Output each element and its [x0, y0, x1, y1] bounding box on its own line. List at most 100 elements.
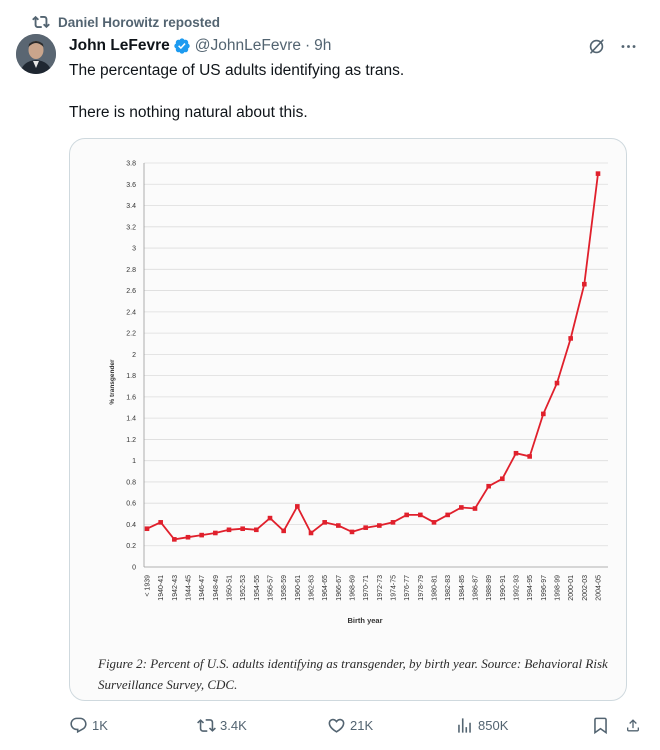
- data-point: [472, 506, 478, 511]
- post-top-actions: [586, 36, 638, 56]
- data-point: [418, 512, 423, 518]
- data-point: [404, 512, 409, 518]
- post-media-image[interactable]: 0 0.2 0.4 0.6 0.8 1 1.2 1.4 1.6 1.8 2 2.2 2.4 2.6 2.8 3…: [69, 138, 627, 701]
- share-icon: [627, 718, 639, 731]
- repost-button[interactable]: 3.4K: [197, 716, 327, 735]
- x-tick-label: 2004-05: [596, 575, 603, 601]
- bookmark-button[interactable]: [591, 716, 625, 735]
- x-tick-label: 1958-59: [281, 575, 288, 601]
- views-button[interactable]: 850K: [455, 716, 575, 735]
- more-icon[interactable]: [618, 36, 638, 56]
- x-tick-label: 1974-75: [391, 575, 398, 601]
- verified-badge-icon: [174, 38, 190, 54]
- x-tick-label: 1992-93: [514, 575, 521, 601]
- x-tick-label: 1948-49: [213, 575, 220, 601]
- data-point: [568, 336, 573, 341]
- y-tick-label: 0.2: [126, 543, 136, 550]
- y-tick-label: 3.6: [126, 182, 136, 189]
- x-tick-label: 1968-69: [350, 575, 357, 601]
- data-point: [322, 520, 327, 525]
- avatar-image: [16, 34, 56, 74]
- avatar[interactable]: [16, 34, 56, 74]
- data-point: [226, 527, 232, 533]
- data-point: [459, 505, 464, 510]
- reply-count: 1K: [92, 717, 108, 733]
- x-tick-label: 1980-81: [432, 575, 439, 601]
- x-tick-label: 1994-95: [527, 575, 534, 601]
- y-tick-label: 2: [132, 352, 136, 359]
- x-tick-label: 1984-85: [459, 575, 466, 601]
- author-handle[interactable]: @JohnLeFevre: [194, 37, 301, 54]
- post-time[interactable]: 9h: [314, 37, 332, 54]
- x-tick-label: 1944-45: [186, 575, 193, 601]
- data-point: [595, 171, 601, 176]
- x-tick-label: 1982-83: [445, 575, 452, 601]
- y-tick-label: 1.8: [126, 373, 136, 380]
- data-point: [295, 504, 300, 509]
- x-tick-label: 1960-61: [295, 575, 302, 601]
- x-tick-label: 1988-89: [486, 575, 493, 601]
- repost-label: Daniel Horowitz reposted: [58, 14, 221, 30]
- data-point: [172, 537, 177, 542]
- data-point: [554, 380, 560, 386]
- post-text-line-2: There is nothing natural about this.: [69, 104, 308, 121]
- data-point: [445, 512, 450, 518]
- separator-dot: ·: [305, 37, 311, 54]
- x-tick-label: 2002-03: [582, 575, 589, 601]
- y-tick-label: 1: [132, 458, 136, 465]
- data-point: [349, 529, 355, 535]
- post-action-bar: 1K 3.4K 21K 850K: [69, 712, 645, 738]
- views-icon: [458, 717, 471, 733]
- data-point: [336, 523, 341, 528]
- repost-indicator[interactable]: Daniel Horowitz reposted: [32, 12, 221, 32]
- data-point: [213, 530, 218, 536]
- data-point: [308, 530, 314, 536]
- data-point: [541, 411, 546, 417]
- data-point: [199, 532, 204, 538]
- x-tick-label: 1970-71: [363, 575, 370, 601]
- x-tick-label: < 1939: [145, 575, 152, 597]
- x-tick-label: 1972-73: [377, 575, 384, 601]
- x-tick-label: 1954-55: [254, 575, 261, 601]
- data-point: [513, 450, 519, 456]
- data-point: [281, 528, 286, 534]
- like-button[interactable]: 21K: [327, 716, 455, 735]
- data-point: [582, 281, 587, 287]
- y-tick-label: 3: [132, 246, 136, 253]
- data-point: [486, 483, 491, 489]
- share-button[interactable]: [625, 716, 645, 735]
- x-tick-label: 1950-51: [227, 575, 234, 601]
- data-point: [240, 526, 245, 532]
- y-axis-label: % transgender: [109, 359, 116, 405]
- grok-icon[interactable]: [586, 36, 606, 56]
- x-tick-label: 1986-87: [473, 575, 480, 601]
- y-tick-label: 0: [132, 565, 136, 572]
- y-tick-label: 2.6: [126, 288, 136, 295]
- author-name[interactable]: John LeFevre: [69, 37, 170, 54]
- repost-icon: [32, 15, 50, 29]
- series-line: [146, 173, 599, 541]
- bookmark-icon: [594, 717, 607, 734]
- x-tick-label: 1976-77: [404, 575, 411, 601]
- x-tick-label: 1952-53: [240, 575, 247, 601]
- reply-button[interactable]: 1K: [69, 716, 197, 735]
- x-tick-label: 1996-97: [541, 575, 548, 601]
- x-tick-label: 1978-79: [418, 575, 425, 601]
- y-tick-label: 0.4: [126, 522, 136, 529]
- post-text-line-1: The percentage of US adults identifying …: [69, 62, 405, 79]
- like-count: 21K: [350, 717, 374, 733]
- reply-icon: [70, 717, 87, 733]
- x-tick-label: 1942-43: [172, 575, 179, 601]
- views-count: 850K: [478, 717, 509, 733]
- y-tick-label: 1.2: [126, 437, 136, 444]
- trans-percentage-chart: 0 0.2 0.4 0.6 0.8 1 1.2 1.4 1.6 1.8 2 2.2 2.4 2.6 2.8 3…: [109, 161, 608, 625]
- y-tick-label: 1.6: [126, 394, 136, 401]
- x-tick-label: 1966-67: [336, 575, 343, 601]
- x-tick-label: 1962-63: [309, 575, 316, 601]
- y-tick-label: 0.6: [126, 501, 136, 508]
- data-point: [377, 523, 382, 528]
- repost-icon: [197, 718, 216, 732]
- data-point: [158, 520, 163, 525]
- data-point: [363, 525, 368, 530]
- y-tick-label: 3.8: [126, 161, 136, 168]
